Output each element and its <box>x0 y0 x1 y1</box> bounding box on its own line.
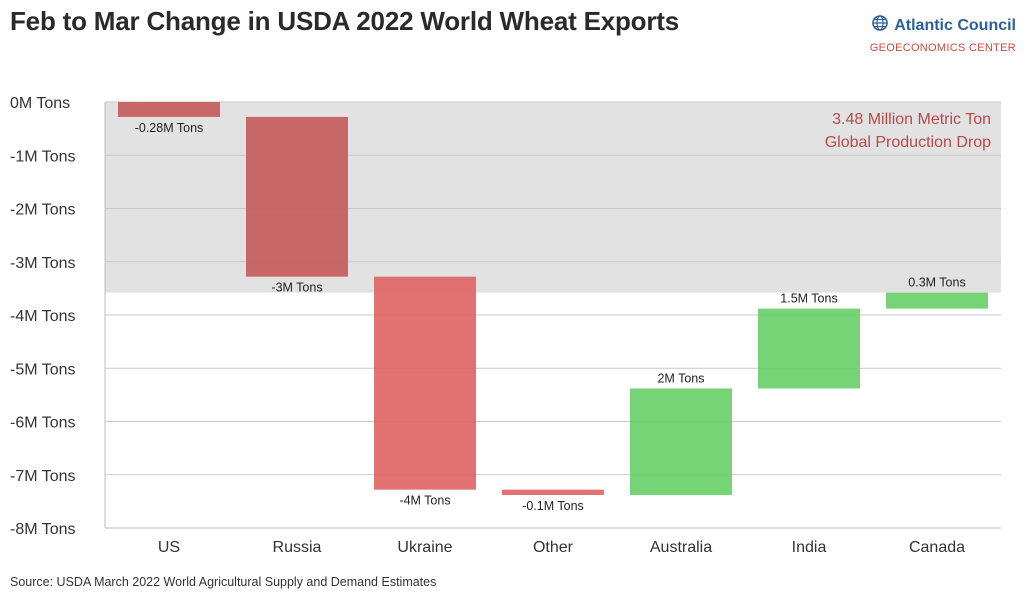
bar-other <box>502 489 604 495</box>
bar-australia <box>630 388 732 495</box>
y-tick-label: -7M Tons <box>10 468 76 485</box>
brand-logo: Atlantic Council GEOECONOMICS CENTER <box>846 15 1016 54</box>
data-label: -4M Tons <box>399 494 450 508</box>
x-tick-label: Russia <box>273 539 322 556</box>
shaded-region <box>105 102 1001 293</box>
y-tick-label: -2M Tons <box>10 202 76 219</box>
x-tick-label: Other <box>533 539 574 556</box>
y-tick-label: -6M Tons <box>10 415 76 432</box>
y-tick-label: -1M Tons <box>10 148 76 165</box>
y-tick-label: -8M Tons <box>10 521 76 538</box>
x-tick-label: India <box>792 539 827 556</box>
chart-title: Feb to Mar Change in USDA 2022 World Whe… <box>10 6 679 36</box>
x-tick-label: Australia <box>650 539 712 556</box>
bar-india <box>758 308 860 389</box>
x-tick-label: Ukraine <box>397 539 452 556</box>
bar-us <box>118 102 220 117</box>
y-tick-label: -3M Tons <box>10 255 76 272</box>
bar-ukraine <box>374 276 476 490</box>
data-label: 2M Tons <box>657 371 704 385</box>
data-label: -0.1M Tons <box>522 499 584 513</box>
data-label: -0.28M Tons <box>135 121 204 135</box>
x-tick-label: US <box>158 539 180 556</box>
data-label: -3M Tons <box>271 281 322 295</box>
source-note: Source: USDA March 2022 World Agricultur… <box>10 575 437 589</box>
annotation-text: Global Production Drop <box>825 134 991 151</box>
brand-subtitle: GEOECONOMICS CENTER <box>869 42 1016 54</box>
annotation-text: 3.48 Million Metric Ton <box>832 111 991 128</box>
data-label: 0.3M Tons <box>908 276 965 290</box>
data-label: 1.5M Tons <box>780 292 837 306</box>
x-tick-label: Canada <box>909 539 965 556</box>
bar-russia <box>246 116 348 277</box>
brand-name: Atlantic Council <box>894 16 1016 34</box>
y-tick-label: 0M Tons <box>10 95 70 112</box>
y-tick-label: -5M Tons <box>10 361 76 378</box>
globe-icon <box>872 15 889 36</box>
y-tick-label: -4M Tons <box>10 308 76 325</box>
bar-canada <box>886 292 988 309</box>
